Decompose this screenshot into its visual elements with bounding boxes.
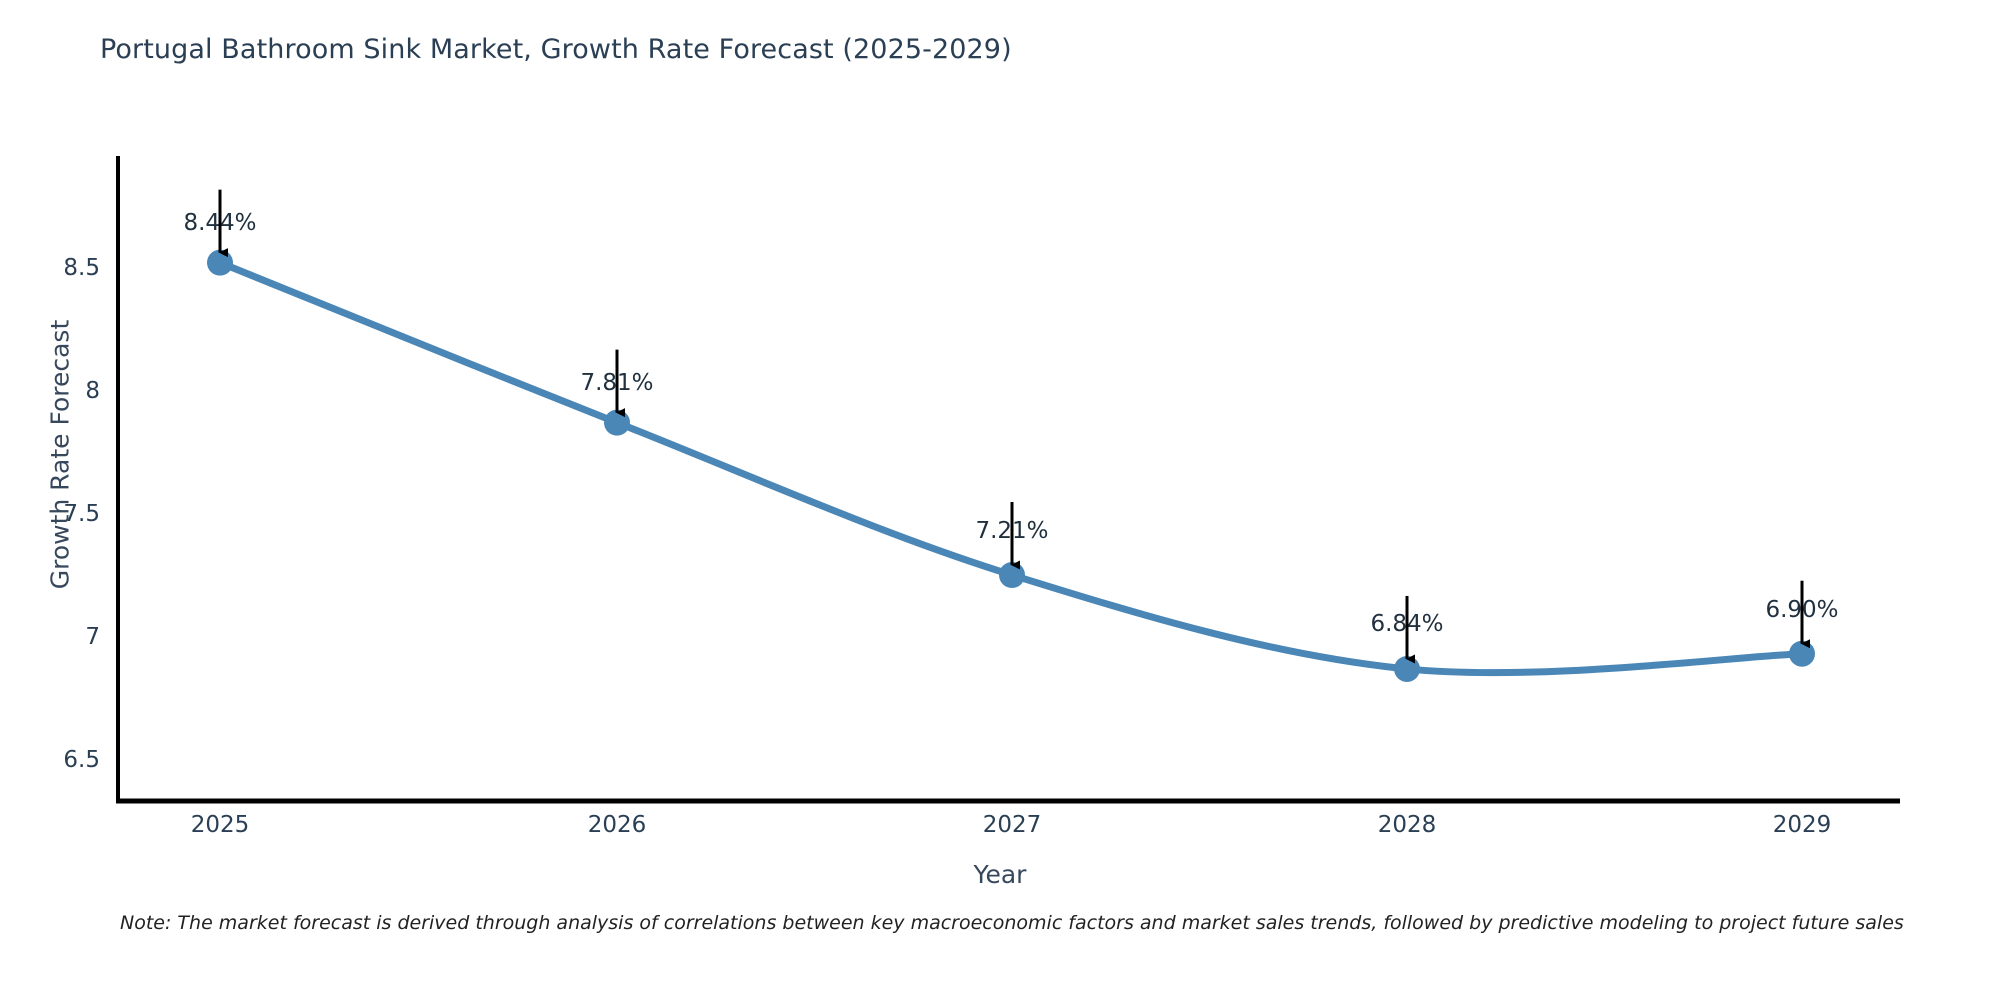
data-point-2026[interactable] [604,409,630,436]
y-tick-label-7.5: 7.5 [63,501,100,527]
data-point-2029[interactable] [1789,640,1815,667]
x-tick-label-2028: 2028 [1377,812,1437,838]
data-point-2027[interactable] [999,561,1025,588]
x-tick-label-2025: 2025 [190,812,250,838]
x-tick-label-2029: 2029 [1772,812,1832,838]
series-line-growth-rate-forecast [216,259,1806,677]
chart-title: Portugal Bathroom Sink Market, Growth Ra… [100,34,1012,65]
y-tick-label-7: 7 [85,624,100,650]
x-axis-title: Year [973,860,1027,889]
y-tick-label-8.5: 8.5 [63,255,100,281]
chart-footnote: Note: The market forecast is derived thr… [120,912,1904,934]
y-tick-label-6.5: 6.5 [63,747,100,773]
series-markers [207,249,1815,682]
x-tick-label-2027: 2027 [982,812,1042,838]
annotation-arrows [218,189,1810,664]
x-tick-label-2026: 2026 [587,812,647,838]
data-point-2025[interactable] [207,249,233,276]
data-point-2028[interactable] [1394,655,1420,682]
y-tick-label-8: 8 [85,378,100,404]
